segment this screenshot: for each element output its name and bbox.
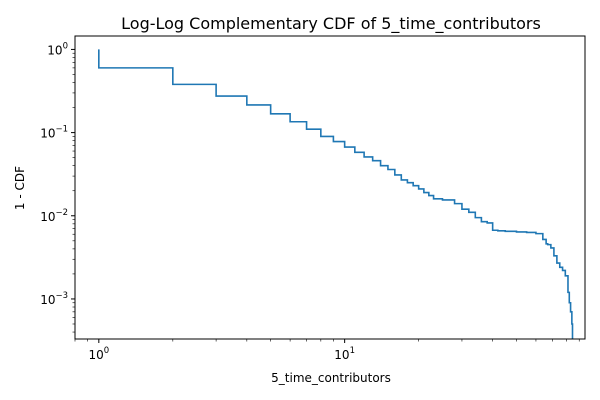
chart-title: Log-Log Complementary CDF of 5_time_cont… <box>121 14 541 34</box>
y-tick-label: 10−3 <box>40 291 68 307</box>
axis-ticks: 100 101 100 10−1 10−2 10−3 <box>40 41 580 362</box>
x-tick-label: 101 <box>334 346 355 362</box>
y-tick-label: 10−1 <box>40 125 68 141</box>
y-axis-label: 1 - CDF <box>13 166 27 210</box>
y-tick-label: 100 <box>47 41 68 57</box>
plot-area <box>98 49 574 339</box>
x-axis-label: 5_time_contributors <box>271 371 391 385</box>
y-tick-label: 10−2 <box>40 208 68 224</box>
axes-frame <box>74 35 586 340</box>
ccdf-series-line <box>98 49 574 339</box>
x-tick-label: 100 <box>88 346 109 362</box>
